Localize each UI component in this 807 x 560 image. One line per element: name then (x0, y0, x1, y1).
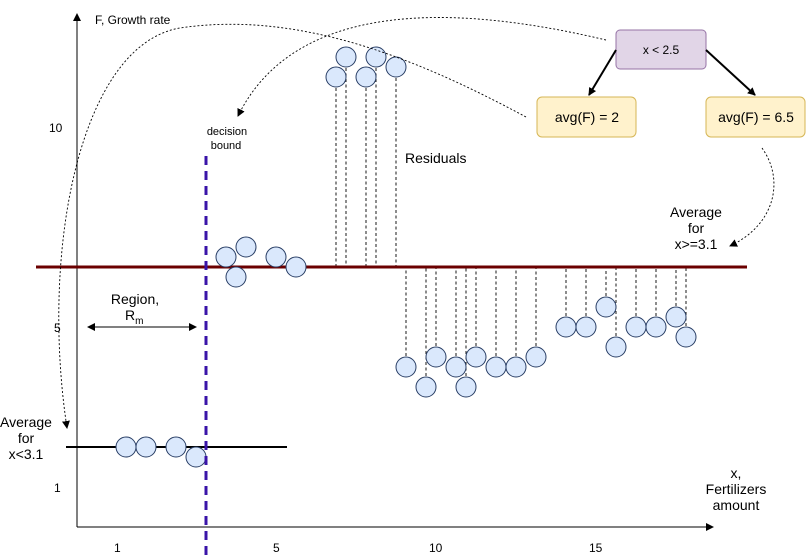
y-axis-label: F, Growth rate (95, 13, 171, 27)
avg-left-label-line: for (18, 430, 35, 446)
data-point (165, 436, 187, 458)
data-points (115, 46, 697, 468)
data-point (675, 326, 697, 348)
data-point (525, 346, 547, 368)
y-tick-label: 10 (49, 121, 63, 135)
data-point (185, 446, 207, 468)
data-point (595, 296, 617, 318)
connector-left-leaf-to-low-average (58, 23, 527, 429)
avg-right-label-line: x>=3.1 (675, 236, 718, 252)
data-point (415, 376, 437, 398)
data-point (115, 436, 137, 458)
data-point (385, 56, 407, 78)
x-tick-label: 1 (114, 541, 121, 555)
data-point (455, 376, 477, 398)
y-tick-label: 5 (54, 321, 61, 335)
data-point (575, 316, 597, 338)
region-symbol: Rm (125, 307, 143, 327)
avg-left-label-line: Average (0, 414, 52, 430)
data-point (625, 316, 647, 338)
avg-right-label-line: for (688, 220, 705, 236)
tree-edge-right (705, 49, 756, 96)
data-point (235, 236, 257, 258)
data-point (665, 306, 687, 328)
decision-bound-label-line: bound (211, 140, 242, 152)
region-symbol-subscript: m (135, 316, 143, 327)
y-tick-label: 1 (54, 481, 61, 495)
tree-left-leaf-label: avg(F) = 2 (555, 109, 619, 125)
data-point (425, 346, 447, 368)
tree-right-leaf-label: avg(F) = 6.5 (718, 109, 794, 125)
data-point (555, 316, 577, 338)
data-point (605, 336, 627, 358)
data-point (325, 66, 347, 88)
avg-right-label-line: Average (670, 204, 722, 220)
x-tick-label: 5 (273, 541, 280, 555)
avg-left-label-line: x<3.1 (9, 446, 44, 462)
tree-edge-left (588, 49, 617, 96)
axes: F, Growth rate 10 5 1 1 5 10 15 x, Ferti… (49, 13, 766, 555)
x-axis-label-line: amount (713, 497, 760, 513)
data-point (445, 356, 467, 378)
data-point (485, 356, 507, 378)
x-tick-label: 10 (429, 541, 443, 555)
data-point (265, 246, 287, 268)
decision-tree: x < 2.5 avg(F) = 2 avg(F) = 6.5 (536, 29, 806, 138)
connector-right-leaf-to-high-average (729, 147, 775, 247)
tree-left-leaf (536, 96, 637, 138)
decision-bound-label-line: decision (207, 126, 247, 138)
data-point (355, 66, 377, 88)
tree-root-label: x < 2.5 (643, 43, 680, 57)
data-point (395, 356, 417, 378)
connector-root-to-decision-bound (237, 17, 607, 117)
data-point (135, 436, 157, 458)
residuals-label: Residuals (405, 150, 466, 166)
tree-root-node (615, 29, 707, 70)
data-point (505, 356, 527, 378)
region-label: Region, (111, 291, 159, 307)
x-axis-label-line: Fertilizers (706, 481, 767, 497)
data-point (225, 266, 247, 288)
data-point (335, 46, 357, 68)
data-point (215, 246, 237, 268)
data-point (365, 46, 387, 68)
residual-lines (335, 57, 687, 387)
tree-right-leaf (705, 96, 806, 138)
x-tick-label: 15 (589, 541, 603, 555)
data-point (465, 346, 487, 368)
data-point (645, 316, 667, 338)
data-point (285, 256, 307, 278)
region-symbol-letter: R (125, 307, 135, 323)
x-axis-label-line: x, (731, 465, 742, 481)
